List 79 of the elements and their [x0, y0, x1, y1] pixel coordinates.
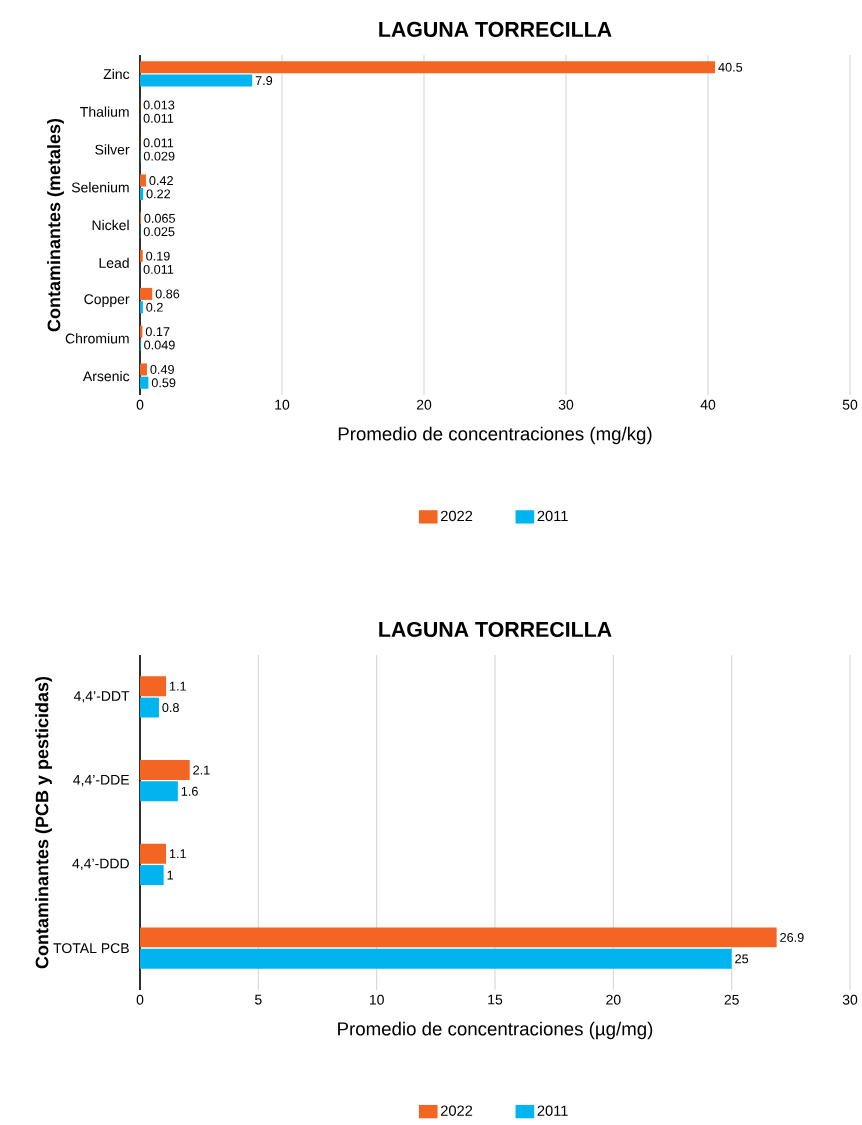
bar [139, 376, 149, 389]
x-tick-label: 20 [416, 399, 432, 410]
y-tick-label: Lead [99, 257, 129, 268]
bar [139, 187, 144, 200]
bar [139, 948, 732, 969]
x-tick-label: 10 [369, 994, 384, 1005]
x-tick-label: 5 [254, 994, 262, 1005]
bar [139, 697, 159, 718]
data-label: 1.1 [169, 681, 186, 691]
data-label: 0.42 [149, 176, 173, 186]
data-label: 25 [735, 954, 749, 964]
legend-label: 2022 [440, 510, 473, 522]
x-tick-label: 10 [275, 399, 290, 410]
data-label: 0.49 [150, 364, 174, 374]
legend-label: 2022 [440, 1105, 473, 1116]
chart-title: LAGUNA TORRECILLA [379, 21, 612, 37]
bar [139, 781, 178, 802]
data-label: 0.011 [143, 138, 174, 148]
data-label: 2.1 [193, 765, 210, 775]
y-tick-label: TOTAL PCB [53, 943, 129, 954]
x-tick-label: 20 [606, 994, 621, 1005]
x-axis-title: Promedio de concentraciones (mg/kg) [338, 426, 652, 445]
data-label: 7.9 [255, 76, 273, 86]
data-label: 0.22 [146, 189, 170, 199]
data-label: 0.011 [143, 264, 174, 274]
y-tick-label: Selenium [71, 182, 129, 193]
data-label: 0.19 [146, 251, 170, 261]
x-tick-label: 40 [700, 399, 716, 410]
y-tick-label: Nickel [92, 219, 129, 231]
data-label: 0.011 [143, 113, 174, 123]
x-tick-label: 15 [488, 994, 503, 1005]
data-label: 0.2 [146, 302, 163, 312]
y-tick-label: Thalium [80, 106, 129, 117]
bar [139, 74, 253, 87]
bar [139, 61, 715, 74]
x-tick-label: 25 [724, 994, 739, 1005]
bar [139, 301, 143, 314]
bar [139, 287, 153, 300]
data-label: 0.025 [143, 227, 175, 237]
bar [139, 865, 164, 886]
data-label: 0.065 [144, 213, 175, 223]
y-tick-label: 4,4’-DDT [73, 691, 130, 703]
bar [139, 250, 143, 263]
chart-title: LAGUNA TORRECILLA [379, 621, 612, 637]
x-tick-label: 30 [842, 994, 858, 1005]
data-label: 0.049 [144, 340, 175, 350]
data-label: 0.59 [151, 378, 176, 388]
x-axis-title: Promedio de concentraciones (µg/mg) [338, 1021, 653, 1040]
bar [139, 843, 166, 864]
data-label: 0.86 [155, 289, 180, 299]
data-label: 1 [167, 870, 173, 880]
legend-label: 2011 [537, 510, 568, 522]
data-label: 0.013 [143, 100, 175, 110]
y-tick-label: 4,4’-DDE [73, 774, 129, 787]
y-axis-title: Contaminantes (PCB y pesticidas) [35, 676, 52, 969]
bar [139, 174, 146, 187]
x-tick-label: 30 [558, 399, 574, 410]
data-label: 40.5 [718, 62, 743, 72]
x-tick-label: 50 [842, 399, 858, 410]
data-label: 1.6 [181, 786, 198, 796]
legend-label: 2011 [537, 1105, 568, 1116]
bar [139, 759, 190, 780]
bar [139, 676, 166, 697]
x-tick-label: 0 [136, 399, 144, 410]
data-label: 1.1 [169, 849, 186, 859]
y-tick-label: Chromium [65, 333, 129, 344]
y-tick-label: Copper [84, 294, 130, 307]
x-tick-label: 0 [136, 994, 144, 1005]
y-tick-label: Arsenic [82, 370, 130, 382]
data-label: 26.9 [780, 932, 804, 942]
y-tick-label: Zinc [103, 68, 130, 80]
y-tick-label: 4,4’-DDD [72, 858, 129, 871]
data-label: 0.8 [162, 703, 179, 713]
data-label: 0.029 [143, 151, 175, 161]
bar [139, 363, 147, 376]
y-tick-label: Silver [95, 144, 130, 155]
y-axis-title: Contaminantes (metales) [46, 118, 64, 332]
data-label: 0.17 [145, 327, 170, 337]
bar [139, 927, 777, 948]
